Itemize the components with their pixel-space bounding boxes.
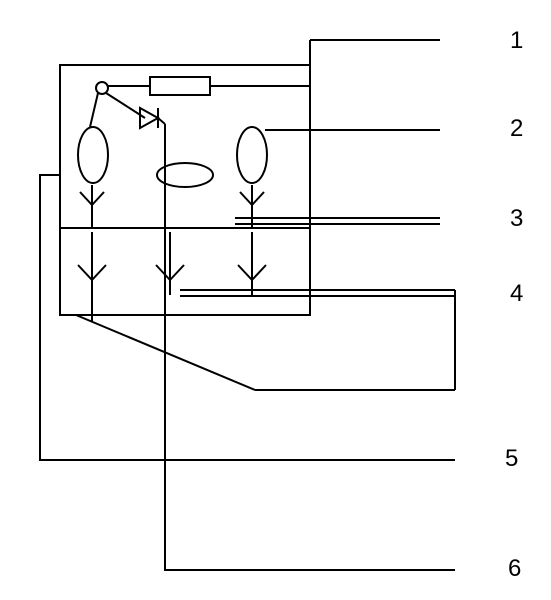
resistor-icon	[150, 77, 210, 95]
ellipse-left	[78, 127, 108, 183]
label-5: 5	[505, 445, 518, 473]
label-2: 2	[510, 115, 523, 143]
schematic-diagram: 1 2 3 4 5 6	[0, 0, 551, 600]
label-4: 4	[510, 280, 523, 308]
node-to-left-ellipse	[90, 93, 98, 127]
label-1: 1	[510, 27, 523, 55]
diagram-svg	[0, 0, 551, 600]
label-6: 6	[508, 555, 521, 583]
main-box	[60, 65, 310, 315]
label-3: 3	[510, 205, 523, 233]
arrow-set-lower	[78, 232, 266, 295]
ellipse-right	[237, 127, 267, 183]
node-circle	[96, 82, 108, 94]
arrow-set-upper	[80, 185, 264, 228]
